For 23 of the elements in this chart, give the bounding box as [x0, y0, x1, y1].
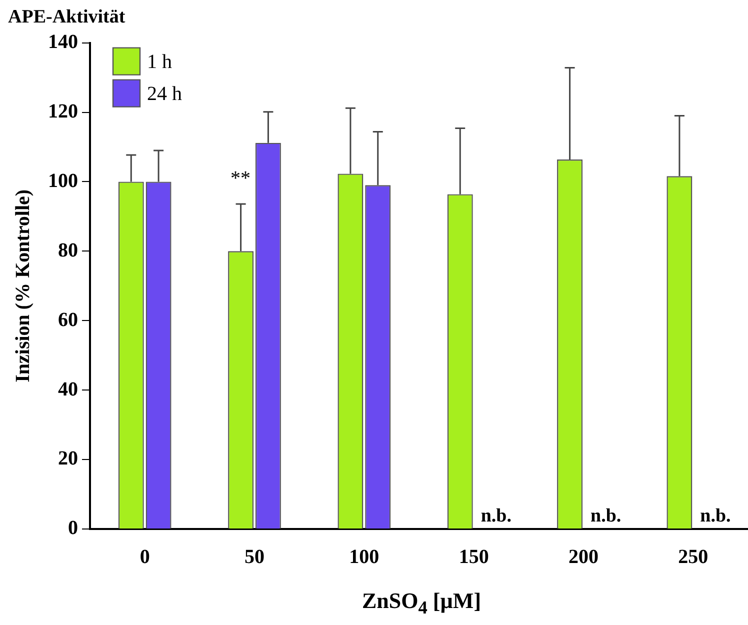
annotation: n.b. [480, 505, 512, 526]
y-axis-title: Inzision (% Kontrolle) [12, 189, 34, 382]
y-tick-label: 140 [48, 30, 78, 53]
y-tick-label: 20 [58, 448, 78, 470]
x-tick-label: 200 [568, 546, 598, 568]
x-tick-label: 150 [458, 546, 489, 568]
x-tick-label: 0 [140, 546, 150, 568]
x-tick-label: 250 [678, 546, 708, 568]
y-tick-label: 80 [58, 239, 78, 262]
y-tick-label: 0 [68, 517, 78, 540]
chart-title: APE-Aktivität [8, 6, 126, 28]
legend-label: 24 h [147, 83, 182, 106]
x-tick-label: 100 [349, 546, 380, 568]
y-tick-label: 120 [48, 100, 78, 122]
y-tick-label: 60 [58, 308, 78, 331]
y-tick-label: 40 [58, 378, 78, 400]
annotation: ** [230, 167, 250, 190]
annotation: n.b. [700, 505, 731, 526]
x-axis-title: ZnSO$_{4}$ [µM] [360, 588, 482, 618]
annotation: n.b. [590, 505, 622, 526]
y-tick-label: 100 [48, 170, 78, 192]
x-tick-label: 50 [244, 546, 264, 568]
legend-label: 1 h [147, 51, 172, 74]
